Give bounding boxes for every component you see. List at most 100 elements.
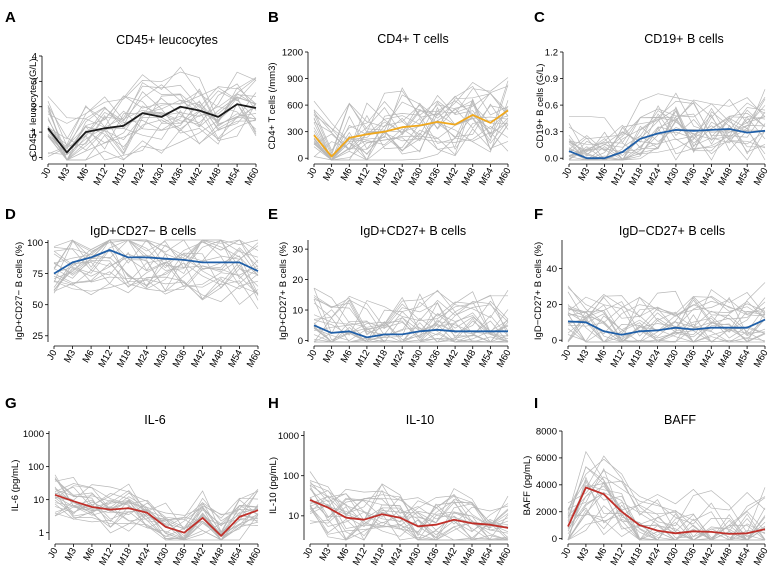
individual-trajectory — [569, 89, 766, 143]
individual-trajectory — [47, 77, 257, 128]
individual-trajectory — [53, 239, 259, 273]
individual-trajectory — [54, 492, 259, 534]
individual-trajectory — [314, 336, 509, 343]
y-tick-label: 100 — [28, 462, 44, 473]
individual-trajectory — [567, 289, 766, 329]
individual-trajectory — [47, 97, 257, 161]
individual-trajectory — [567, 492, 766, 541]
individual-trajectory — [567, 455, 766, 539]
individual-trajectory — [54, 492, 259, 537]
panel-title: IL-6 — [144, 413, 166, 427]
individual-trajectory — [54, 501, 259, 541]
mean-series-line — [53, 249, 259, 275]
y-tick-label: 2 — [32, 102, 37, 113]
y-axis-label: IgD+CD27− B cells (%) — [14, 242, 25, 340]
mean-series-line — [567, 318, 766, 336]
individual-trajectory — [53, 239, 259, 269]
individual-trajectory — [53, 264, 259, 301]
panel-title: IgD−CD27+ B cells — [619, 224, 725, 238]
y-axis-label: IL-10 (pg/mL) — [268, 457, 279, 514]
x-tick-label: J0 — [46, 546, 61, 560]
x-tick-label: J0 — [305, 166, 320, 180]
individual-trajectory — [53, 262, 259, 295]
y-tick-label: 0 — [552, 336, 557, 347]
y-tick-label: 1.2 — [545, 47, 558, 58]
y-tick-label: 10 — [33, 495, 44, 506]
individual-trajectory — [53, 239, 259, 274]
y-tick-label: 900 — [287, 74, 303, 85]
panel-title: CD45+ leucocytes — [116, 33, 218, 47]
individual-trajectory — [309, 489, 509, 533]
y-tick-label: 0 — [552, 534, 557, 545]
y-tick-label: 6000 — [536, 453, 557, 464]
individual-trajectory — [313, 313, 509, 341]
individual-trajectory — [47, 71, 257, 153]
individual-trajectory — [309, 488, 509, 529]
y-tick-label: 1200 — [282, 47, 303, 58]
individual-trajectory — [309, 495, 509, 540]
x-tick-label: J0 — [560, 166, 575, 180]
y-tick-label: 100 — [283, 471, 299, 482]
y-tick-label: 4000 — [536, 480, 557, 491]
y-axis-label: CD45+ leucocytes(G/L) — [28, 59, 39, 158]
individual-trajectory — [309, 497, 509, 537]
individual-trajectory — [47, 88, 257, 161]
y-tick-label: 4 — [32, 51, 37, 62]
mean-series-line — [309, 499, 509, 529]
individual-trajectory — [54, 477, 259, 537]
individual-trajectory — [567, 301, 766, 343]
individual-trajectory — [309, 499, 509, 541]
panel-letter: I — [534, 395, 538, 412]
x-tick-label: J0 — [559, 546, 574, 560]
individual-trajectory — [313, 85, 509, 133]
individual-trajectory — [313, 294, 509, 336]
individual-trajectory — [313, 94, 509, 161]
y-tick-label: 0 — [298, 154, 303, 165]
y-tick-label: 10 — [288, 511, 299, 522]
y-tick-label: 30 — [292, 244, 303, 255]
y-axis-label: IgD−CD27+ B cells (%) — [533, 242, 544, 340]
panel-letter: C — [534, 9, 545, 26]
individual-trajectory — [568, 92, 766, 157]
mean-series-line — [313, 324, 508, 339]
individual-trajectory — [568, 113, 766, 161]
individual-trajectory — [313, 298, 509, 342]
individual-trajectory — [567, 308, 766, 343]
panel-letter: D — [5, 206, 16, 223]
y-tick-label: 0.0 — [545, 154, 558, 165]
y-axis-label: IgD+CD27+ B cells (%) — [278, 242, 289, 340]
mean-series-line — [313, 109, 509, 158]
individual-trajectory — [567, 310, 766, 343]
individual-trajectory — [313, 101, 509, 161]
x-tick-label: J0 — [305, 348, 320, 362]
individual-trajectory — [53, 259, 259, 291]
y-tick-label: 50 — [32, 300, 43, 311]
y-tick-label: 8000 — [536, 426, 557, 437]
individual-trajectory — [54, 479, 259, 539]
individual-trajectory — [54, 512, 259, 541]
y-tick-label: 1000 — [23, 429, 44, 440]
individual-trajectory — [567, 466, 766, 541]
individual-trajectory — [567, 505, 765, 541]
y-tick-label: 20 — [292, 275, 303, 286]
panel-letter: B — [268, 9, 279, 26]
individual-trajectory — [567, 322, 766, 343]
mean-series-line — [568, 128, 766, 160]
y-tick-label: 0 — [298, 336, 303, 347]
individual-trajectory — [54, 486, 259, 541]
individual-trajectory — [567, 295, 766, 324]
individual-trajectory — [568, 93, 766, 140]
individual-trajectory — [313, 86, 509, 143]
y-tick-label: 10 — [292, 305, 303, 316]
panel-letter: H — [268, 395, 279, 412]
y-axis-label: CD4+ T cells (/mm3) — [267, 62, 278, 149]
x-tick-label: J0 — [39, 166, 54, 180]
individual-trajectory — [313, 84, 509, 161]
individual-trajectory — [53, 259, 259, 303]
panel-title: BAFF — [664, 413, 696, 427]
individual-trajectory — [313, 289, 509, 335]
mean-series-line — [47, 103, 257, 154]
